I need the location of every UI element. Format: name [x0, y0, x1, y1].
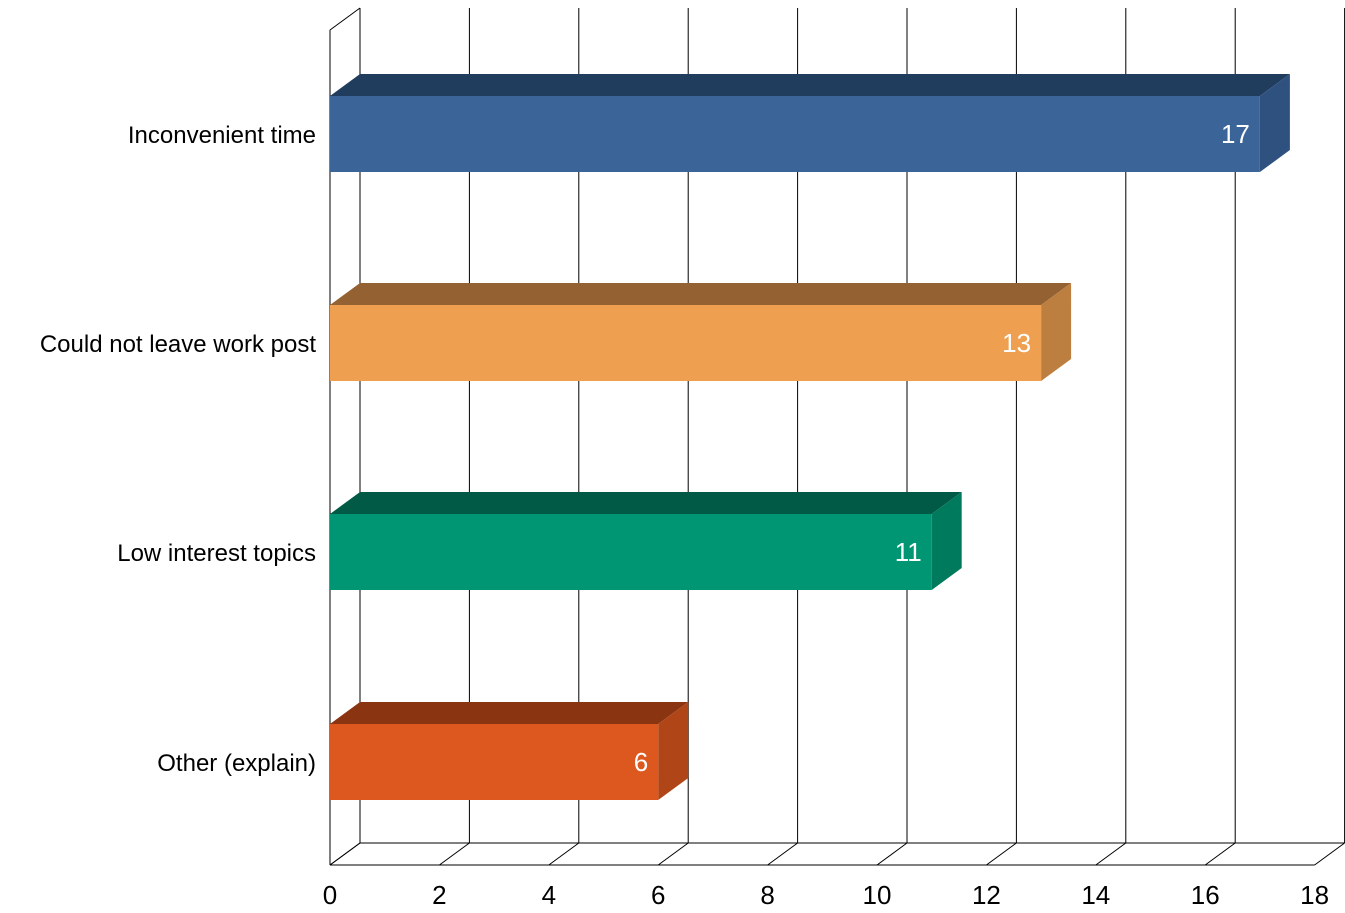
floor-tick-18 — [1314, 842, 1345, 866]
x-tick-label-6: 6 — [651, 880, 665, 910]
x-tick-label-16: 16 — [1191, 880, 1220, 910]
labels: 0 2 4 6 8 10 12 14 16 18 17 Inconvenient time 13 Coul… — [40, 119, 1329, 910]
bar-front-face — [330, 724, 659, 800]
x-tick-label-18: 18 — [1300, 880, 1329, 910]
bar-side-face — [931, 492, 962, 590]
floor-tick-16 — [1204, 842, 1236, 866]
floor-tick-6 — [657, 842, 689, 866]
data-label-3: 11 — [895, 537, 922, 567]
category-label-4: Other (explain) — [157, 750, 316, 777]
bar-top-face — [330, 74, 1290, 96]
side-wall-top — [329, 7, 361, 31]
floor-left-edge — [329, 842, 361, 866]
category-label-2: Could not leave work post — [40, 331, 316, 358]
x-tick-label-4: 4 — [542, 880, 556, 910]
bar-top-face — [330, 492, 962, 514]
x-tick-label-14: 14 — [1081, 880, 1110, 910]
x-tick-label-0: 0 — [323, 880, 337, 910]
x-tick-label-10: 10 — [863, 880, 892, 910]
bar-side-face — [1259, 74, 1290, 172]
bar-3 — [330, 492, 962, 590]
bar-top-face — [330, 283, 1072, 305]
bar-top-face — [330, 702, 689, 724]
category-label-3: Low interest topics — [117, 540, 316, 567]
bar-2 — [330, 283, 1072, 381]
floor-tick-14 — [1095, 842, 1127, 866]
x-tick-label-2: 2 — [432, 880, 446, 910]
bar-front-face — [330, 305, 1042, 381]
floor-tick-2 — [439, 842, 470, 866]
data-label-2: 13 — [1002, 328, 1031, 358]
x-tick-label-8: 8 — [760, 880, 774, 910]
data-label-4: 6 — [634, 747, 648, 777]
floor-tick-12 — [986, 842, 1017, 866]
bars — [330, 74, 1290, 800]
x-tick-label-12: 12 — [972, 880, 1001, 910]
bar-4 — [330, 702, 689, 800]
bar-1 — [330, 74, 1290, 172]
data-label-1: 17 — [1221, 119, 1250, 149]
bar-side-face — [1041, 283, 1072, 381]
floor-tick-4 — [548, 842, 580, 866]
bar-front-face — [330, 514, 932, 590]
floor-tick-10 — [876, 842, 908, 866]
bar-side-face — [658, 702, 689, 800]
category-label-1: Inconvenient time — [128, 122, 316, 149]
bar-front-face — [330, 96, 1260, 172]
floor-tick-8 — [767, 842, 798, 866]
